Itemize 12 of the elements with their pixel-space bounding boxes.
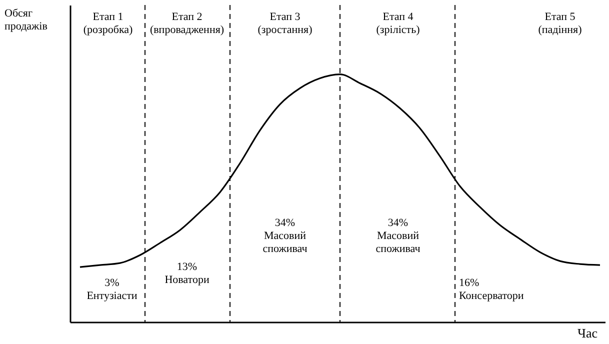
annotation: 16% Консерватори — [459, 277, 524, 302]
text: Етап 3 (зростання) — [258, 11, 313, 36]
annotation: 34% Масовий споживач — [262, 217, 308, 255]
annotation: 13% Новатори — [164, 261, 210, 286]
y-axis-title: Обсяг продажів — [4, 8, 48, 32]
text: Етап 2 (впровадження) — [150, 11, 224, 36]
text: Етап 1 (розробка) — [83, 11, 133, 36]
annotation: 34% Масовий споживач — [376, 217, 421, 255]
x-axis-title: Час — [578, 326, 598, 340]
annotation: 3% Ентузіасти — [86, 277, 138, 302]
text: Етап 5 (падіння) — [538, 11, 582, 36]
text: Етап 4 (зрілість) — [376, 11, 420, 36]
